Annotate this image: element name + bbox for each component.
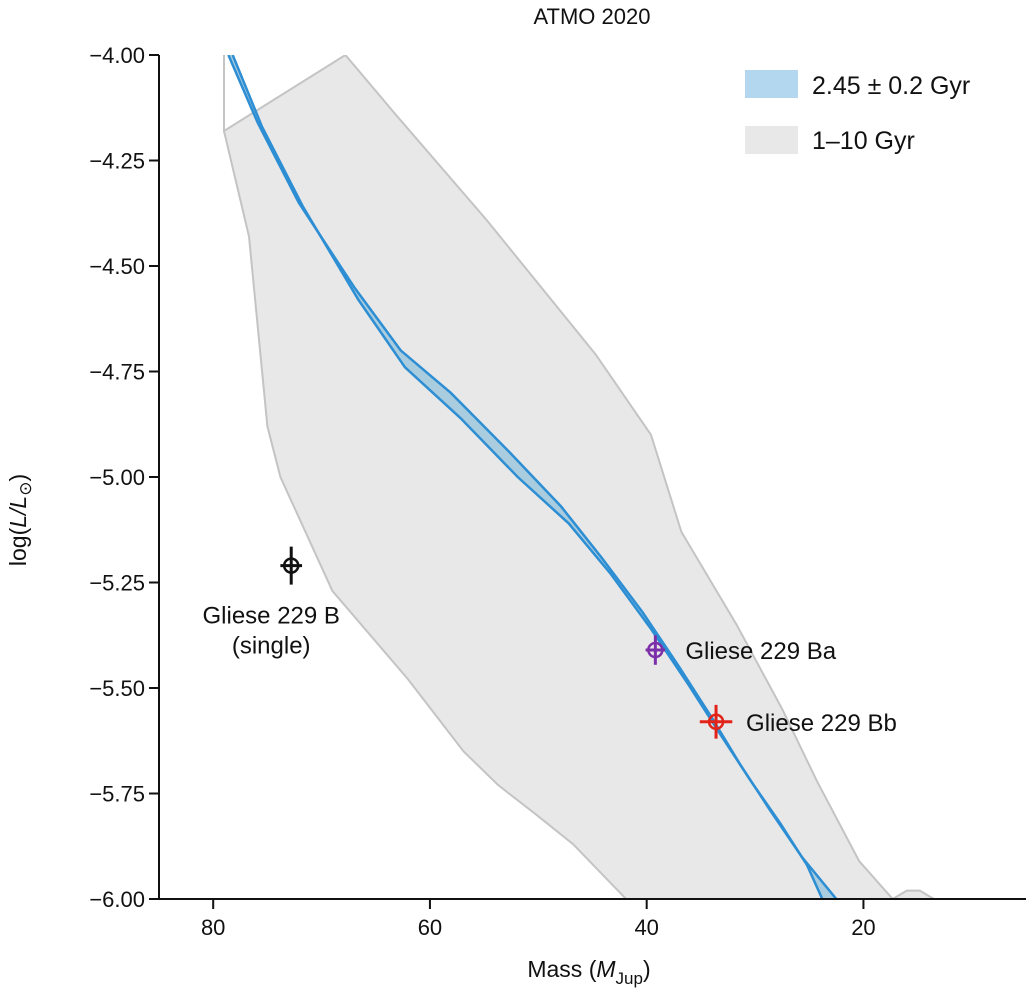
gliese-229-ba-marker: [647, 641, 664, 659]
y-tick-label: −4.50: [89, 254, 145, 279]
range-band-lower-edge: [223, 130, 627, 899]
x-axis-label-symbol: M: [596, 956, 616, 982]
y-axis-label-subscript: ⊙: [16, 482, 35, 496]
y-tick-label: −4.25: [89, 149, 145, 174]
y-tick-label: −4.00: [89, 43, 145, 68]
bands: [223, 55, 935, 899]
y-ticks: −4.00 −4.25 −4.50 −4.75 −5.00 −5.25 −5.50 −5.75…: [89, 43, 159, 912]
points: Gliese 229 B (single) Gliese 229 Ba Gliese …: [203, 546, 897, 739]
legend-label-range: 1–10 Gyr: [812, 127, 915, 155]
x-tick-label: 80: [201, 915, 225, 940]
range-band-fill: [224, 55, 934, 899]
y-tick-label: −4.75: [89, 360, 145, 385]
x-axis-label: Mass (MJup): [527, 956, 650, 988]
y-axis-label-prefix: log(: [5, 527, 31, 566]
y-tick-label: −5.75: [89, 782, 145, 807]
legend-swatch-young: [745, 70, 798, 98]
gliese-229-b-label-line: Gliese 229 B: [203, 603, 340, 630]
y-tick-label: −6.00: [89, 887, 145, 912]
x-axis-label-suffix: ): [643, 956, 651, 982]
gliese-229-b-marker: [282, 557, 300, 574]
x-ticks: 80 60 40 20: [201, 899, 876, 940]
legend: 2.45 ± 0.2 Gyr 1–10 Gyr: [745, 70, 970, 155]
x-tick-label: 60: [418, 915, 442, 940]
gliese-229-b-label-line: (single): [232, 633, 311, 660]
gliese-229-ba-label: Gliese 229 Ba: [685, 638, 836, 665]
y-axis-label: log(L/L⊙): [5, 474, 35, 566]
y-tick-label: −5.50: [89, 676, 145, 701]
x-tick-label: 40: [634, 915, 658, 940]
x-axis-label-subscript: Jup: [616, 969, 643, 988]
y-tick-label: −5.00: [89, 465, 145, 490]
chart-title: ATMO 2020: [534, 4, 651, 29]
gliese-229-b-label: Gliese 229 B (single): [203, 603, 340, 660]
y-axis-label-suffix: ): [5, 474, 31, 482]
gliese-229-bb-marker: [707, 713, 725, 731]
y-axis-label-symbol: L/L: [5, 496, 31, 528]
legend-label-young: 2.45 ± 0.2 Gyr: [812, 72, 970, 100]
legend-swatch-range: [745, 126, 798, 154]
y-tick-label: −5.25: [89, 571, 145, 596]
x-tick-label: 20: [851, 915, 875, 940]
range-band-upper-edge: [223, 55, 935, 899]
x-axis-label-prefix: Mass (: [527, 956, 596, 982]
gliese-229-bb-label: Gliese 229 Bb: [746, 710, 897, 737]
young-band-lower-edge: [231, 55, 824, 899]
